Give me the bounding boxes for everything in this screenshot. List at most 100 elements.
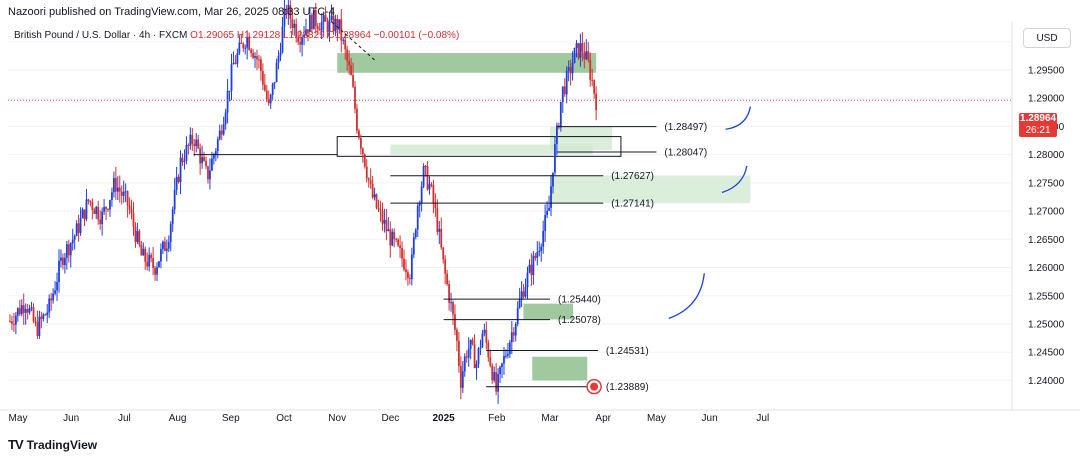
candle-body xyxy=(559,101,562,128)
candle-body xyxy=(405,269,407,273)
candle-body xyxy=(281,26,284,53)
candle-body xyxy=(344,39,347,50)
candle-body xyxy=(236,53,239,64)
candle-body xyxy=(475,364,478,369)
candle-body xyxy=(522,291,525,297)
candle-body xyxy=(526,272,529,288)
candle-body xyxy=(238,42,241,54)
x-tick-label: May xyxy=(9,413,28,424)
candle-body xyxy=(122,191,125,196)
candle-body xyxy=(456,329,458,341)
candle-body xyxy=(230,64,233,91)
candle-body xyxy=(173,189,176,210)
candle-body xyxy=(356,108,358,131)
candle-body xyxy=(28,308,31,313)
candle-body xyxy=(497,374,499,392)
candle-body xyxy=(254,56,256,58)
candle-body xyxy=(530,264,533,276)
grid xyxy=(8,41,1012,381)
candle-body xyxy=(393,231,396,239)
candle-body xyxy=(252,52,254,58)
candle-body xyxy=(14,315,17,325)
y-tick-label: 1.24500 xyxy=(1028,348,1065,359)
y-tick-label: 1.28000 xyxy=(1028,150,1065,161)
symbol-legend[interactable]: British Pound / U.S. Dollar · 4h · FXCM … xyxy=(14,30,459,41)
demand-zone xyxy=(523,303,574,320)
candle-body xyxy=(591,79,594,81)
candle-body xyxy=(13,323,15,325)
candle-body xyxy=(369,180,372,184)
candle-body xyxy=(116,187,119,192)
x-tick-label: Sep xyxy=(222,413,240,424)
candle-body xyxy=(60,257,62,261)
candle-body xyxy=(512,332,515,336)
candle-body xyxy=(79,217,82,234)
candle-body xyxy=(540,246,543,251)
candle-body xyxy=(201,157,204,164)
candle-body xyxy=(346,49,349,61)
demand-zone xyxy=(337,53,597,73)
candle-body xyxy=(463,356,466,372)
candle-body xyxy=(207,166,209,180)
levels-layer: (1.28497) (1.28047) (1.27627) (1.27141) (1.2… xyxy=(8,99,1012,393)
candle-body xyxy=(287,4,290,15)
candle-body xyxy=(324,15,327,22)
candle-body xyxy=(312,10,315,30)
candle-body xyxy=(265,90,268,100)
footer[interactable]: TV TradingView xyxy=(8,437,97,452)
candle-body xyxy=(581,43,584,53)
candle-body xyxy=(165,248,168,251)
candle-body xyxy=(109,200,111,210)
candle-body xyxy=(532,255,535,276)
candle-body xyxy=(85,199,88,220)
candle-body xyxy=(177,176,180,183)
candle-body xyxy=(426,166,429,190)
last-price-tag: 1.28964 26:21 xyxy=(1019,113,1057,137)
x-tick-label: Jun xyxy=(702,413,718,424)
candle-body xyxy=(242,43,245,49)
candle-body xyxy=(430,184,433,186)
price-level-label: (1.25078) xyxy=(558,315,601,326)
candle-body xyxy=(93,209,96,214)
us-flag-icon-inner xyxy=(590,382,599,391)
candle-body xyxy=(336,18,339,30)
candle-body xyxy=(310,14,313,30)
candle-body xyxy=(205,160,207,167)
x-tick-label: May xyxy=(647,413,666,424)
candle-body xyxy=(91,201,94,210)
y-tick-label: 1.27000 xyxy=(1028,207,1065,218)
candle-body xyxy=(524,287,527,297)
candle-body xyxy=(595,93,598,111)
candle-body xyxy=(211,158,213,171)
candle-body xyxy=(195,139,198,146)
candle-body xyxy=(203,157,205,161)
currency-button[interactable]: USD xyxy=(1023,28,1071,48)
candle-body xyxy=(105,207,107,210)
candle-body xyxy=(528,264,531,273)
candle-body xyxy=(38,316,41,336)
candle-body xyxy=(167,242,170,249)
candle-body xyxy=(138,231,141,245)
candle-body xyxy=(579,43,582,58)
candle-body xyxy=(212,154,215,159)
candle-body xyxy=(279,52,282,56)
candle-body xyxy=(52,293,55,301)
candle-body xyxy=(132,213,135,227)
candle-body xyxy=(140,244,143,256)
candle-body xyxy=(361,148,364,155)
projection-arc xyxy=(721,165,748,194)
candle-body xyxy=(30,307,33,309)
candle-body xyxy=(156,267,158,275)
candle-body xyxy=(420,186,423,204)
candle-body xyxy=(479,347,482,349)
candle-body xyxy=(218,130,221,140)
candle-body xyxy=(154,267,156,275)
demand-zone xyxy=(532,356,588,381)
brand-name: TradingView xyxy=(26,437,98,452)
candle-body xyxy=(457,340,460,366)
candle-body xyxy=(26,309,29,313)
candle-body xyxy=(136,231,139,243)
candle-body xyxy=(412,237,415,255)
candle-body xyxy=(550,186,552,208)
